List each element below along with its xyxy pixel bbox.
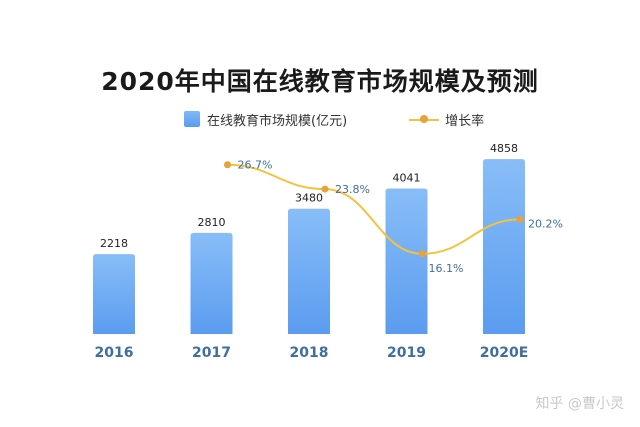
legend-bar-swatch	[184, 111, 200, 127]
bar-value-label-2020E: 4858	[490, 142, 518, 155]
bar-value-label-2019: 4041	[393, 172, 421, 185]
legend-line-swatch	[409, 111, 440, 127]
growth-rate-point-2020E	[516, 215, 524, 223]
x-tick-label-2019: 2019	[387, 345, 426, 361]
x-tick-label-2017: 2017	[192, 345, 231, 361]
growth-rate-line	[227, 163, 521, 255]
chart-legend: 在线教育市场规模(亿元) 增长率	[184, 110, 485, 129]
bar-2020E	[483, 159, 525, 334]
bar-value-label-2017: 2810	[198, 216, 226, 229]
chart-title: 2020年中国在线教育市场规模及预测	[101, 67, 539, 96]
bar-2017	[190, 232, 233, 334]
legend-line-label: 增长率	[445, 113, 485, 129]
watermark: 知乎 @曹小灵	[535, 396, 624, 412]
growth-rate-label-2019: 16.1%	[429, 262, 464, 275]
growth-rate-label-2018: 23.8%	[335, 183, 370, 196]
bar-value-label-2018: 3480	[295, 192, 323, 205]
legend-bar-label: 在线教育市场规模(亿元)	[207, 113, 348, 129]
bar-2019	[385, 188, 428, 334]
bar-2018	[288, 208, 330, 334]
growth-rate-label-2020E: 20.2%	[528, 217, 563, 230]
x-tick-label-2020E: 2020E	[480, 345, 529, 361]
growth-rate-point-2019	[419, 250, 426, 258]
bar-2016	[93, 254, 135, 334]
growth-rate-label-2017: 26.7%	[238, 159, 273, 172]
bar-value-label-2016: 2218	[100, 237, 128, 250]
growth-rate-point-2017	[224, 161, 231, 169]
x-tick-label-2016: 2016	[95, 345, 134, 361]
x-tick-label-2018: 2018	[290, 345, 329, 361]
growth-rate-point-2018	[321, 185, 329, 193]
